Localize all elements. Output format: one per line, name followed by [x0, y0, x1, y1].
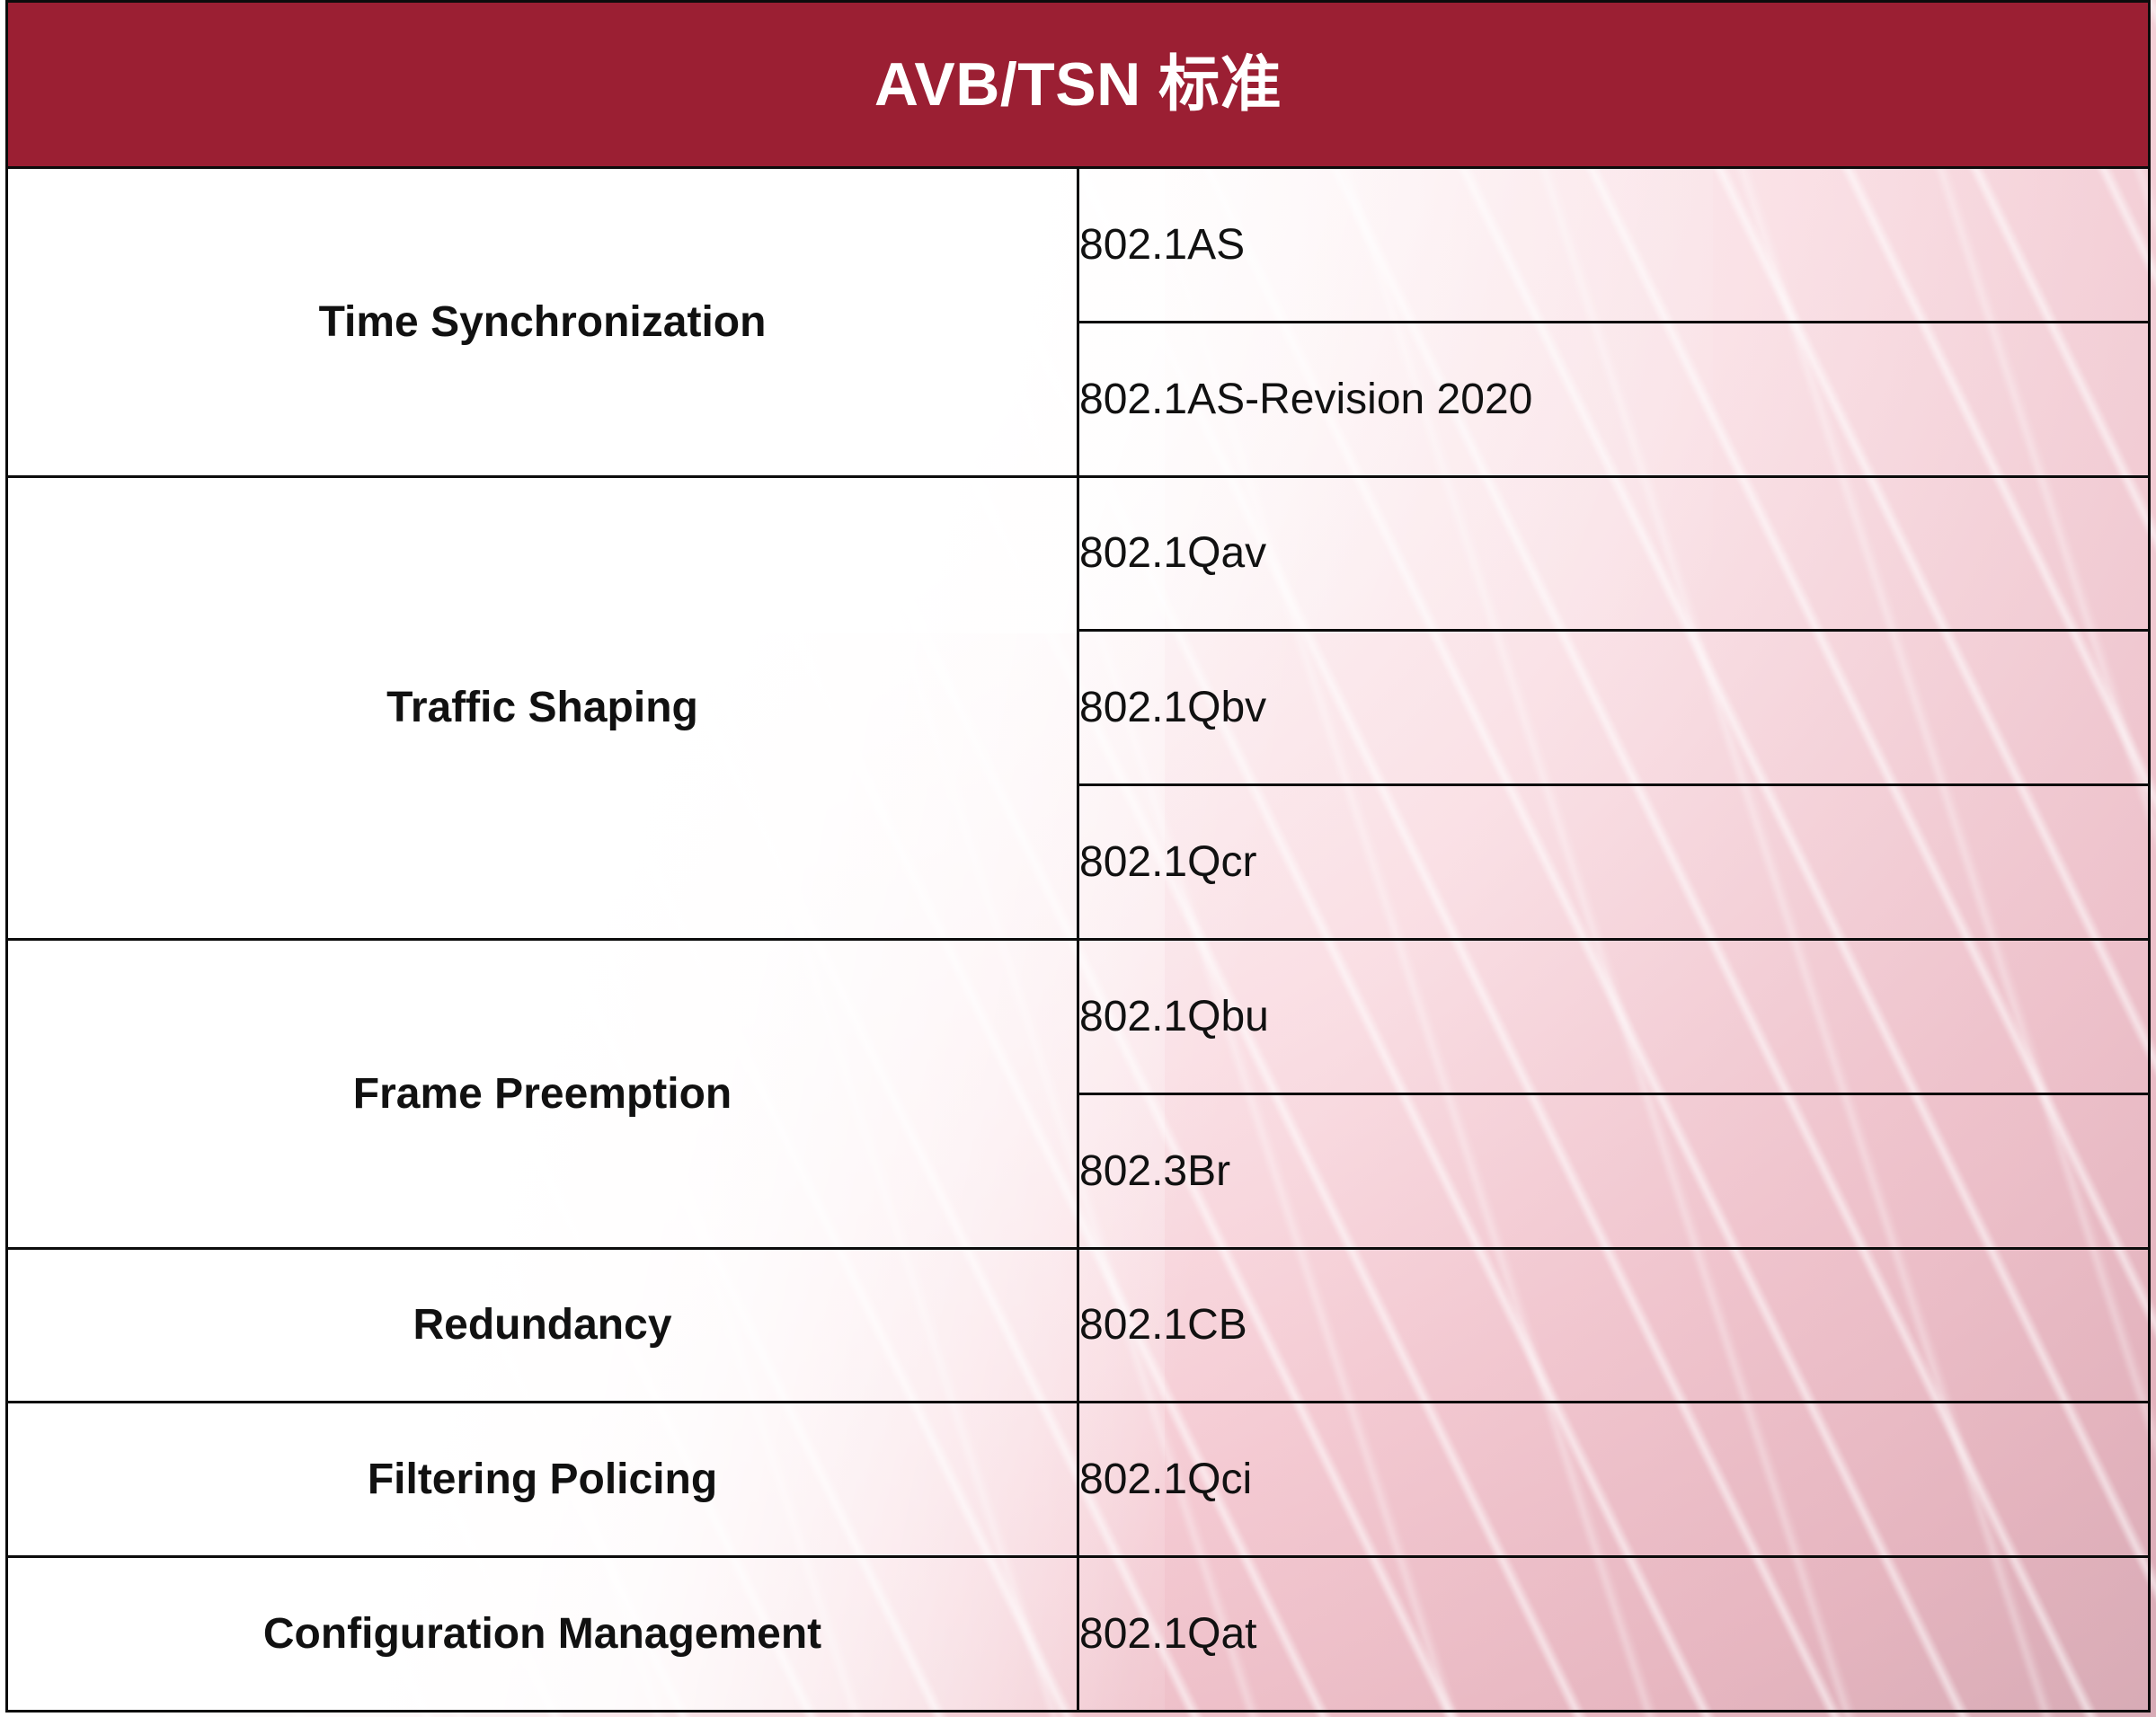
table-header-row: AVB/TSN 标准: [5, 0, 2151, 169]
category-cell-configuration-management: Configuration Management: [5, 1555, 1079, 1713]
standard-label: 802.1Qcr: [1079, 837, 1257, 886]
avb-tsn-standards-table: AVB/TSN 标准 Time Synchronization 802.1AS …: [5, 0, 2151, 1713]
standard-label: 802.1Qbv: [1079, 684, 1267, 732]
category-label: Traffic Shaping: [386, 684, 698, 732]
category-cell-filtering-policing: Filtering Policing: [5, 1401, 1079, 1559]
standard-cell: 802.1Qcr: [1077, 783, 2151, 941]
table-row: Frame Preemption 802.1Qbu: [5, 937, 2151, 1250]
category-cell-redundancy: Redundancy: [5, 1246, 1079, 1404]
standard-label: 802.1AS-Revision 2020: [1079, 375, 1533, 423]
category-cell-frame-preemption: Frame Preemption: [5, 937, 1079, 1250]
standard-label: 802.1AS: [1079, 220, 1246, 269]
category-label: Configuration Management: [262, 1609, 822, 1658]
category-label: Frame Preemption: [352, 1069, 732, 1118]
standard-label: 802.1CB: [1079, 1301, 1247, 1350]
standard-cell: 802.3Br: [1077, 1092, 2151, 1250]
standard-label: 802.1Qci: [1079, 1456, 1253, 1504]
table-row: Time Synchronization 802.1AS: [5, 166, 2151, 478]
page-title: AVB/TSN 标准: [874, 50, 1282, 119]
standard-label: 802.3Br: [1079, 1146, 1231, 1195]
table-row: Configuration Management 802.1Qat: [5, 1555, 2151, 1713]
standard-cell: 802.1AS: [1077, 166, 2151, 323]
standard-cell: 802.1Qbu: [1077, 937, 2151, 1095]
standard-cell: 802.1Qat: [1077, 1555, 2151, 1713]
standards-table-wrapper: AVB/TSN 标准 Time Synchronization 802.1AS …: [5, 0, 2151, 1713]
standard-label: 802.1Qav: [1079, 529, 1267, 578]
table-row: Filtering Policing 802.1Qci: [5, 1401, 2151, 1559]
standard-cell: 802.1Qbv: [1077, 629, 2151, 787]
table-title-cell: AVB/TSN 标准: [5, 0, 2151, 169]
table-row: Redundancy 802.1CB: [5, 1246, 2151, 1404]
category-cell-time-synchronization: Time Synchronization: [5, 166, 1079, 478]
category-label: Redundancy: [413, 1301, 672, 1350]
standard-cell: 802.1Qav: [1077, 474, 2151, 633]
standard-label: 802.1Qat: [1079, 1609, 1257, 1658]
category-label: Time Synchronization: [318, 297, 767, 346]
standard-cell: 802.1AS-Revision 2020: [1077, 320, 2151, 478]
standard-label: 802.1Qbu: [1079, 992, 1269, 1040]
category-cell-traffic-shaping: Traffic Shaping: [5, 474, 1079, 941]
category-label: Filtering Policing: [367, 1456, 718, 1504]
standard-cell: 802.1CB: [1077, 1246, 2151, 1404]
standard-cell: 802.1Qci: [1077, 1401, 2151, 1559]
table-row: Traffic Shaping 802.1Qav: [5, 474, 2151, 941]
